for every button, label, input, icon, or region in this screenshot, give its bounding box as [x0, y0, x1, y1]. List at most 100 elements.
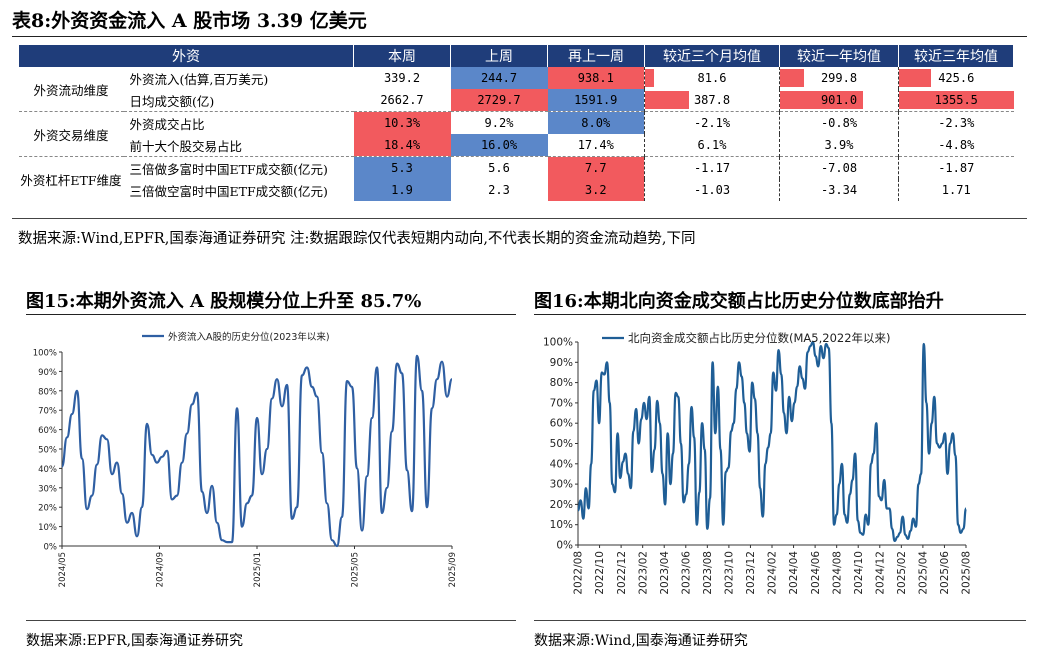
row-label: 外资成交占比: [123, 111, 354, 134]
y-tick-label: 40%: [550, 458, 573, 470]
cell-last-week: 244.7: [450, 67, 548, 89]
fig15-source: 数据来源:EPFR,国泰海通证券研究: [26, 633, 244, 649]
x-tick-label: 2022/12: [616, 551, 628, 595]
table-row: 外资流动维度 外资流入(估算,百万美元) 339.2 244.7 938.1 8…: [19, 67, 1014, 98]
x-tick-label: 2024/05: [58, 552, 68, 587]
x-tick-label: 2023/06: [680, 551, 692, 595]
table-header-row: 外资 本周 上周 再上一周 较近三个月均值 较近一年均值 较近三年均值: [18, 45, 1014, 67]
cell-3y-avg: -1.87: [898, 156, 1014, 179]
y-tick-label: 10%: [38, 523, 57, 533]
y-tick-label: 60%: [550, 418, 573, 430]
table-row: 日均成交额(亿) 2662.7 2729.7 1591.9 387.8 901.…: [19, 89, 1014, 112]
x-tick-label: 2024/10: [853, 551, 865, 595]
fig15-rule: [26, 314, 516, 315]
series-line: [60, 354, 454, 548]
x-tick-label: 2025/02: [896, 551, 908, 595]
cell-value: 387.8: [693, 93, 731, 107]
x-tick-label: 2024/06: [810, 551, 822, 595]
row-label: 外资流入(估算,百万美元): [129, 71, 269, 87]
cell-prev-week: 3.2: [547, 179, 645, 201]
title-rule: [12, 36, 1027, 37]
y-tick-label: 60%: [38, 426, 57, 436]
x-tick-label: 2022/10: [594, 551, 606, 595]
cell-this-week: 10.3%: [353, 111, 451, 134]
cell-1y-avg: -7.08: [779, 156, 899, 179]
table-source-note: 数据来源:Wind,EPFR,国泰海通证券研究 注:数据跟踪仅代表短期内动向,不…: [18, 231, 696, 247]
table-row: 外资杠杆ETF维度 三倍做多富时中国ETF成交额(亿元) 5.3 5.6 7.7…: [18, 156, 1014, 201]
y-tick-label: 90%: [550, 357, 573, 369]
cell-3m-avg: 6.1%: [644, 134, 780, 157]
cell-3m-avg: 387.8: [644, 89, 780, 112]
cell-prev-week: 8.0%: [547, 111, 645, 134]
x-tick-label: 2023/04: [659, 551, 671, 595]
cell-1y-avg: 299.8: [779, 67, 899, 89]
x-tick-label: 2023/08: [702, 551, 714, 595]
x-tick-label: 2023/02: [637, 551, 649, 595]
cell-3y-avg: -2.3%: [898, 111, 1014, 134]
cell-1y-avg: 901.0: [779, 89, 899, 112]
y-tick-label: 70%: [38, 407, 57, 417]
y-tick-label: 90%: [38, 368, 57, 378]
y-tick-label: 20%: [38, 504, 57, 514]
fig15-title: 图15:本期外资流入 A 股规模分位上升至 85.7%: [26, 291, 422, 312]
x-tick-label: 2025/08: [961, 551, 973, 595]
y-tick-label: 0%: [556, 540, 573, 552]
cell-last-week: 5.6: [450, 156, 548, 179]
table-row: 三倍做空富时中国ETF成交额(亿元) 1.9 2.3 3.2 -1.03 -3.…: [19, 179, 1014, 201]
x-tick-label: 2025/01: [253, 552, 263, 587]
cell-prev-week: 17.4%: [577, 138, 614, 152]
cell-prev-week: 1591.9: [547, 89, 645, 112]
cell-1y-avg: -3.34: [779, 179, 899, 201]
cell-prev-week: 938.1: [547, 67, 645, 89]
cell-3y-avg: 1355.5: [898, 89, 1014, 112]
x-tick-label: 2024/08: [831, 551, 843, 595]
y-tick-label: 0%: [44, 543, 58, 553]
row-label: 三倍做多富时中国ETF成交额(亿元): [123, 156, 354, 179]
cell-value: 1355.5: [934, 93, 978, 107]
cell-this-week: 5.3: [353, 156, 451, 179]
x-tick-label: 2024/02: [767, 551, 779, 595]
x-tick-label: 2025/04: [918, 551, 930, 595]
table-row: 前十大个股交易占比 18.4% 16.0% 17.4% 6.1% 3.9% -4…: [19, 134, 1014, 157]
fig16-rule: [534, 314, 1026, 315]
table-title: 表8:外资资金流入 A 股市场 3.39 亿美元: [12, 10, 367, 32]
fig16-source: 数据来源:Wind,国泰海通证券研究: [534, 633, 748, 649]
col-header-1y-avg: 较近一年均值: [779, 45, 899, 67]
cell-value: 81.6: [697, 71, 727, 85]
cell-3m-avg: -1.17: [644, 156, 780, 179]
value-bar: [780, 91, 863, 109]
cell-3y-avg: 1.71: [898, 179, 1014, 201]
cell-value: 901.0: [820, 93, 858, 107]
cell-this-week: 2662.7: [380, 93, 424, 107]
y-tick-label: 100%: [543, 337, 573, 349]
row-label: 前十大个股交易占比: [129, 138, 243, 154]
x-tick-label: 2024/04: [788, 551, 800, 595]
cell-1y-avg: 3.9%: [779, 134, 899, 157]
table-bottom-rule: [12, 218, 1027, 219]
value-bar: [899, 91, 1014, 109]
cell-3m-avg: -2.1%: [644, 111, 780, 134]
y-tick-label: 40%: [38, 465, 57, 475]
y-tick-label: 20%: [550, 499, 573, 511]
group-label: 外资杠杆ETF维度: [18, 156, 124, 201]
y-tick-label: 50%: [38, 446, 57, 456]
cell-this-week: 18.4%: [353, 134, 451, 157]
y-tick-label: 10%: [550, 519, 573, 531]
x-tick-label: 2024/09: [155, 552, 165, 587]
cell-last-week: 9.2%: [450, 111, 548, 134]
y-tick-label: 30%: [38, 484, 57, 494]
x-tick-label: 2022/08: [573, 551, 585, 595]
value-bar: [645, 69, 655, 87]
fig15-bottom-rule: [26, 620, 516, 621]
y-tick-label: 80%: [38, 387, 57, 397]
cell-prev-week: 7.7: [547, 156, 645, 179]
col-header-prev-week: 再上一周: [547, 45, 645, 67]
y-tick-label: 80%: [550, 377, 573, 389]
cell-last-week: 2729.7: [450, 89, 548, 112]
col-header-this-week: 本周: [353, 45, 451, 67]
cell-this-week: 339.2: [383, 71, 421, 85]
table-row: 外资交易维度 外资成交占比 10.3% 9.2% 8.0% -2.1% -0.8…: [18, 111, 1014, 157]
value-bar: [780, 69, 804, 87]
cell-value: 425.6: [938, 71, 975, 85]
col-header-3y-avg: 较近三年均值: [898, 45, 1014, 67]
